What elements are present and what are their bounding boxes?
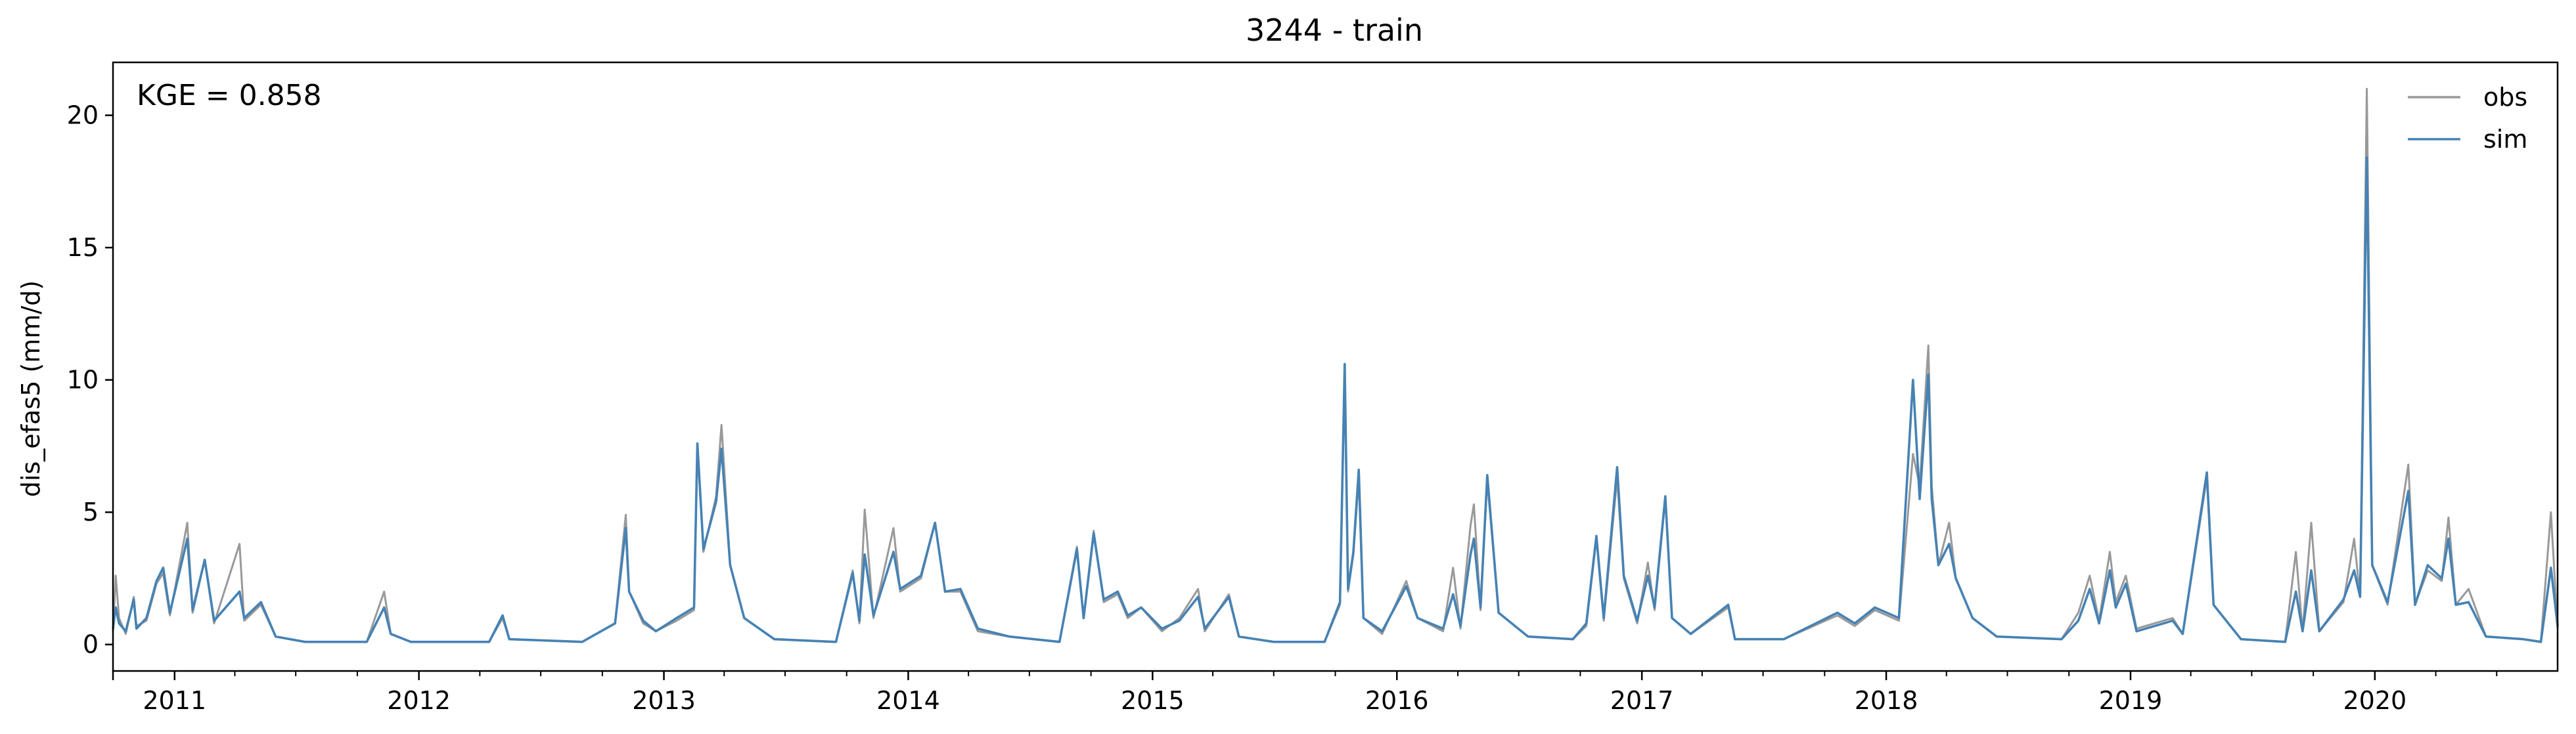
x-tick-label: 2018: [1855, 686, 1918, 715]
x-tick-label: 2016: [1365, 686, 1429, 715]
plot-frame: [112, 61, 2559, 672]
y-tick-label: 15: [67, 233, 99, 262]
x-tick-label: 2011: [143, 686, 206, 715]
y-axis-label: dis_efas5 (mm/d): [16, 280, 45, 497]
series-layer: [112, 87, 2559, 643]
x-tick-label: 2013: [632, 686, 696, 715]
series-line-sim: [112, 156, 2559, 643]
kge-annotation: KGE = 0.858: [137, 79, 322, 112]
y-tick-label: 5: [83, 498, 99, 527]
legend-label-obs: obs: [2483, 83, 2527, 112]
x-tick-label: 2014: [876, 686, 940, 715]
x-tick-label: 2017: [1610, 686, 1674, 715]
y-tick-label: 20: [67, 101, 99, 130]
y-tick-label: 10: [67, 366, 99, 395]
legend: obs sim: [2408, 83, 2527, 154]
x-tick-label: 2015: [1121, 686, 1185, 715]
chart-title: 3244 - train: [1246, 12, 1423, 48]
x-tick-label: 2012: [387, 686, 451, 715]
x-tick-label: 2020: [2343, 686, 2407, 715]
legend-label-sim: sim: [2483, 125, 2527, 154]
x-tick-label: 2019: [2099, 686, 2163, 715]
y-tick-label: 0: [83, 630, 99, 659]
x-axis: 2011 2012 2013 2014 2015 2016 2017 2018 2019 2020: [112, 671, 2498, 715]
y-axis: 0 5 10 15 20: [67, 101, 113, 659]
